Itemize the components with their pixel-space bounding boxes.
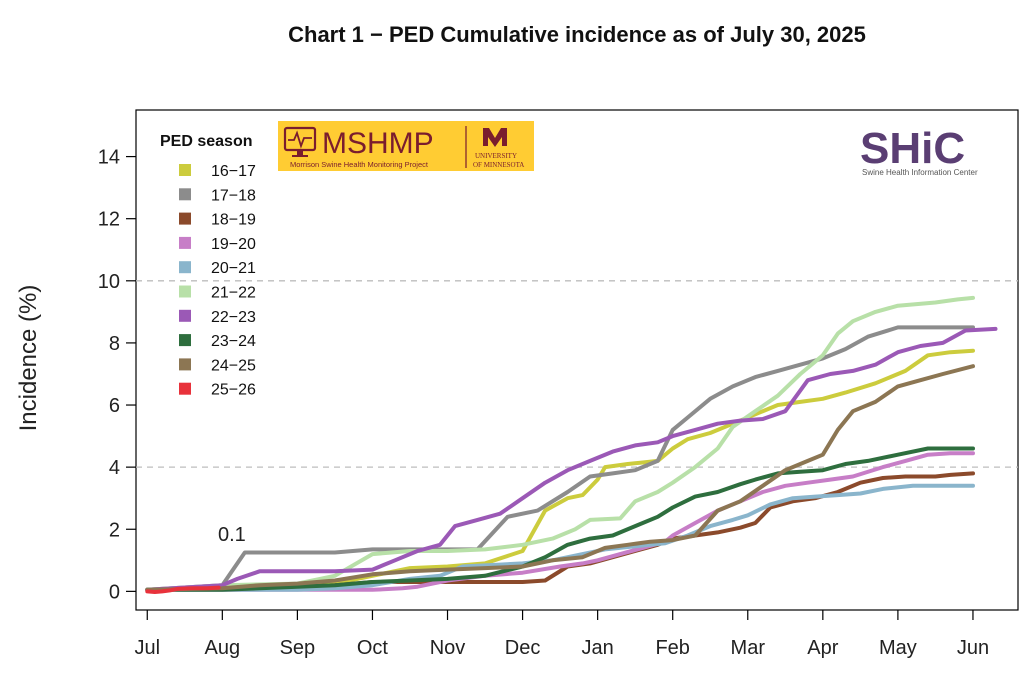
legend-swatch xyxy=(179,261,191,274)
x-tick-label: Dec xyxy=(505,637,541,659)
university-line1: UNIVERSITY xyxy=(475,152,517,160)
legend-label: 23−24 xyxy=(211,333,256,350)
legend-label: 18−19 xyxy=(211,212,256,229)
y-tick-label: 0 xyxy=(109,581,120,603)
legend-swatch xyxy=(179,382,191,395)
mshmp-subtitle: Morrison Swine Health Monitoring Project xyxy=(290,160,429,169)
legend-swatch xyxy=(179,212,191,225)
shic-logo: SHiC Swine Health Information Center xyxy=(860,124,978,177)
legend-label: 19−20 xyxy=(211,236,256,253)
x-tick-label: Sep xyxy=(280,637,316,659)
x-tick-label: Jun xyxy=(957,637,989,659)
x-tick-label: Oct xyxy=(357,637,389,659)
y-tick-label: 8 xyxy=(109,333,120,355)
x-tick-label: Jul xyxy=(134,637,160,659)
x-tick-label: Nov xyxy=(430,637,466,659)
x-tick-label: May xyxy=(879,637,917,659)
legend-label: 22−23 xyxy=(211,309,256,326)
legend-label: 24−25 xyxy=(211,357,256,374)
series-lines xyxy=(145,295,998,594)
legend-swatch xyxy=(179,334,191,347)
legend: PED season 16−17 17−18 18−19 19−20 20−21 21−2… xyxy=(160,133,256,399)
mshmp-logo-background xyxy=(278,121,534,171)
series-line-22−23 xyxy=(145,326,998,592)
legend-label: 17−18 xyxy=(211,187,256,204)
plot-frame xyxy=(135,109,1019,611)
mshmp-logo: MSHMP Morrison Swine Health Monitoring P… xyxy=(278,121,534,171)
y-tick-label: 10 xyxy=(98,271,120,293)
legend-label: 25−26 xyxy=(211,382,256,399)
x-tick-label: Jan xyxy=(582,637,614,659)
legend-swatch xyxy=(179,188,191,201)
chart-title: Chart 1 − PED Cumulative incidence as of… xyxy=(288,22,866,47)
series-line-17−18 xyxy=(145,325,975,592)
y-tick-label: 4 xyxy=(109,457,120,479)
annotation-label: 0.1 xyxy=(218,524,246,546)
series-line-21−22 xyxy=(145,295,975,592)
university-m-icon xyxy=(483,128,507,147)
y-tick-label: 14 xyxy=(98,147,120,169)
legend-label: 16−17 xyxy=(211,163,256,180)
legend-swatch xyxy=(179,164,191,176)
y-tick-label: 6 xyxy=(109,395,120,417)
y-tick-label: 2 xyxy=(109,519,120,541)
legend-swatch xyxy=(179,358,191,371)
university-line2: OF MINNESOTA xyxy=(473,161,524,169)
series-line-23−24 xyxy=(145,446,975,592)
legend-swatch xyxy=(179,285,191,298)
series-line-25−26 xyxy=(145,585,221,594)
shic-wordmark: SHiC xyxy=(860,124,965,173)
series-line-24−25 xyxy=(145,364,975,592)
series-line-16−17 xyxy=(145,348,975,592)
x-tick-label: Apr xyxy=(807,637,838,659)
legend-swatch xyxy=(179,236,191,249)
monitor-icon xyxy=(283,126,317,157)
x-tick-label: Mar xyxy=(731,637,766,659)
legend-title: PED season xyxy=(160,133,252,150)
y-axis: 0 2 4 6 8 10 12 14 xyxy=(98,147,136,603)
y-axis-title: Incidence (%) xyxy=(15,285,42,432)
legend-swatch xyxy=(179,309,191,322)
legend-label: 20−21 xyxy=(211,260,256,277)
legend-label: 21−22 xyxy=(211,285,256,302)
shic-subtitle: Swine Health Information Center xyxy=(862,168,978,177)
x-tick-label: Feb xyxy=(655,637,689,659)
x-tick-label: Aug xyxy=(205,637,241,659)
mshmp-wordmark: MSHMP xyxy=(322,127,434,160)
y-tick-label: 12 xyxy=(98,209,120,231)
x-axis: Jul Aug Sep Oct Nov Dec Jan Feb Mar Apr May Jun xyxy=(134,610,989,659)
